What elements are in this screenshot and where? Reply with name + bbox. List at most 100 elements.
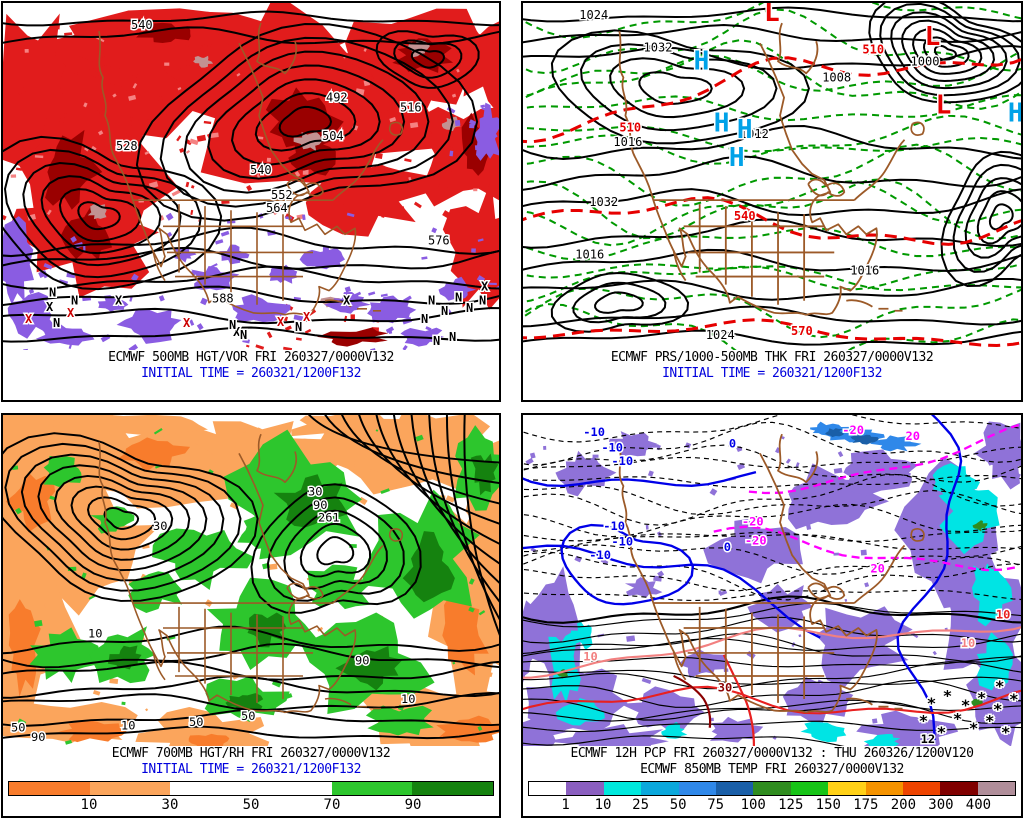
map-label: 12 (921, 732, 935, 746)
colorbar-segment (678, 782, 716, 795)
colorbar-segment (251, 782, 332, 795)
map-label: 90 (355, 654, 369, 668)
map-label: -20 (745, 534, 767, 548)
thickness-labels: 510 510 540 570 (618, 41, 886, 340)
map-label: X (343, 294, 351, 308)
map-label: 0 (724, 540, 731, 554)
colorbar-tick-label: 70 (323, 797, 341, 813)
colorbar-tick-label: 1 (561, 797, 570, 813)
colorbar-segment (529, 782, 567, 795)
map-label: 528 (116, 139, 138, 153)
colorbar-segment (603, 782, 642, 795)
colorbar-tick-label: 25 (632, 797, 650, 813)
colorbar-tick-label: 10 (594, 797, 612, 813)
map-label: 552 (271, 188, 293, 202)
map-label: N (49, 286, 56, 300)
map-label: N (240, 328, 247, 342)
colorbar-tick-label: 100 (740, 797, 766, 813)
map-label: 576 (428, 233, 450, 247)
map-label: -10 (611, 535, 633, 549)
map-label: L (925, 22, 941, 52)
map-label: 90 (31, 730, 45, 744)
high-symbols: HHHHH (692, 45, 1021, 175)
map-label: 10 (401, 692, 415, 706)
map-label: * (993, 700, 1003, 719)
panel-500mb-hgt-vor: 540 492 516 504 528 540 552 564 576 588 X X X X X X X X X X… (1, 1, 501, 402)
map-label: 564 (266, 201, 288, 215)
height-contour-layer (3, 415, 499, 740)
colorbar-labels: 10 30 50 70 90 (8, 796, 494, 814)
map-label: 0 (729, 437, 736, 451)
colorbar-segment (753, 782, 791, 795)
colorbar-segment (331, 782, 413, 795)
map-label: 540 (131, 18, 153, 32)
map-label: N (455, 291, 462, 305)
map-label: * (927, 694, 937, 713)
map-label: 50 (241, 709, 255, 723)
map-label: 1008 (822, 70, 851, 84)
caption-product-pcp: ECMWF 12H PCP FRI 260327/0000V132 : THU … (570, 746, 974, 761)
colorbar-segment (566, 782, 604, 795)
colorbar-segment (828, 782, 866, 795)
caption-product-500mb: ECMWF 500MB HGT/VOR FRI 260327/0000V132 (108, 350, 394, 365)
map-label: 1012 (740, 127, 769, 141)
map-label: X (303, 310, 311, 324)
colorbar-segment (89, 782, 171, 795)
map-label: 1016 (575, 247, 604, 261)
temp-labels: -10-10-100-10-10-100-20 20-20-20201010103… (582, 422, 1012, 746)
map-label: X (25, 312, 33, 326)
map-label: N (53, 316, 60, 330)
caption-prs: ECMWF PRS/1000-500MB THK FRI 260327/0000… (523, 350, 1021, 382)
map-label: N (466, 301, 473, 315)
map-label: 516 (400, 101, 422, 115)
map-label: N (479, 294, 486, 308)
colorbar-tick-label: 50 (669, 797, 687, 813)
map-label: 540 (734, 209, 756, 223)
map-label: * (1009, 690, 1019, 709)
map-label: 90 (313, 498, 327, 512)
colorbar-tick-label: 400 (965, 797, 992, 813)
colorbar-tick-label: 30 (161, 797, 179, 813)
colorbar-tick-label: 90 (404, 797, 422, 813)
map-label: 540 (250, 163, 272, 177)
caption-initial-time-prs: INITIAL TIME = 260321/1200F132 (662, 366, 882, 381)
colorbar-segment (641, 782, 679, 795)
colorbar-segment (940, 782, 978, 795)
map-label: N (433, 334, 440, 348)
map-label: X (183, 316, 191, 330)
map-label: N (428, 294, 435, 308)
map-label: * (977, 688, 987, 707)
map-label: L (764, 3, 780, 28)
colorbar-segment (9, 782, 90, 795)
thickness-warm-layer (523, 56, 1021, 347)
map-label: 504 (322, 129, 344, 143)
map-label: * (961, 696, 971, 715)
colorbar-segment (865, 782, 903, 795)
minus20-layer (713, 423, 1021, 572)
map-label: -20 (842, 423, 864, 437)
colorbar-tick-label: 75 (707, 797, 725, 813)
caption-pcp: ECMWF 12H PCP FRI 260327/0000V132 : THU … (523, 746, 1021, 778)
map-label: * (969, 719, 979, 738)
map-label: 1024 (706, 328, 735, 342)
snow-symbols: * ** **** ****** (917, 675, 1020, 743)
colorbar-segment (170, 782, 252, 795)
pressure-labels: 1024 1032 1008 1000 1016 1012 1032 1016 1016 1024 (574, 7, 941, 344)
map-label: 50 (11, 721, 25, 735)
map-label: N (421, 312, 428, 326)
caption-product-850temp: ECMWF 850MB TEMP FRI 260327/0000V132 (640, 762, 904, 777)
map-label: -10 (583, 425, 605, 439)
colorbar-strip (528, 781, 1016, 796)
zero-line-layer (523, 415, 963, 744)
map-label: X (46, 300, 54, 314)
colorbar-tick-label: 200 (890, 797, 917, 813)
map-label: N (441, 304, 448, 318)
caption-700mb: ECMWF 700MB HGT/RH FRI 260327/0000V132 I… (3, 746, 499, 778)
colorbar-strip (8, 781, 494, 796)
low-symbols: L L L (762, 3, 952, 122)
caption-500mb: ECMWF 500MB HGT/VOR FRI 260327/0000V132 … (3, 350, 499, 382)
map-label: H (714, 109, 730, 139)
